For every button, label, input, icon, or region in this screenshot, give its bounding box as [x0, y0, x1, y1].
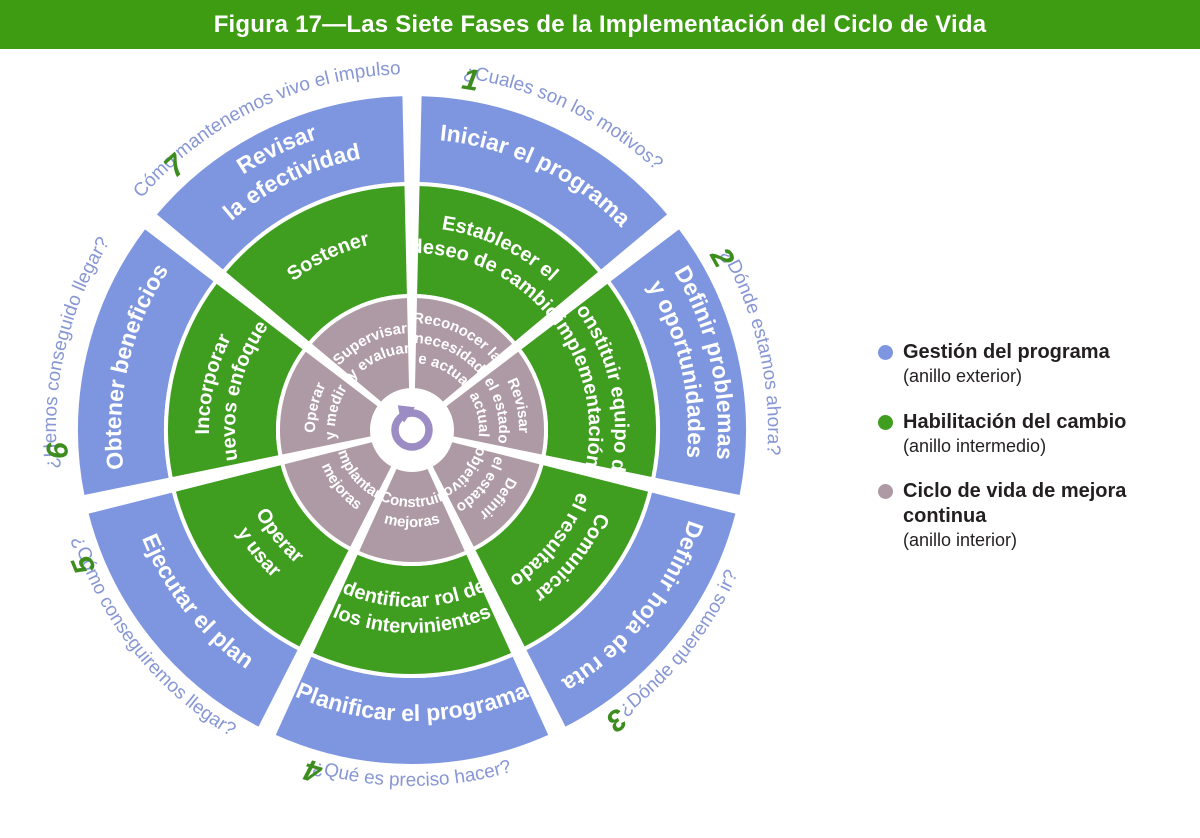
svg-text:4: 4 — [300, 752, 326, 789]
svg-text:1: 1 — [460, 63, 482, 98]
svg-text:6: 6 — [41, 441, 75, 460]
